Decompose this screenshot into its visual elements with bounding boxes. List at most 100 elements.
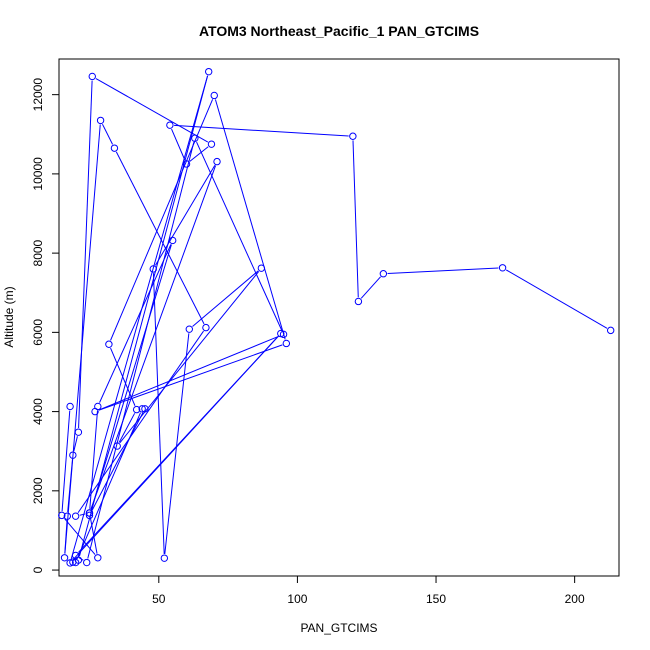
y-tick-label: 4000 bbox=[31, 398, 45, 425]
data-point bbox=[63, 512, 72, 520]
data-point bbox=[141, 405, 149, 413]
series-segment bbox=[78, 336, 279, 553]
y-tick-label: 12000 bbox=[31, 78, 45, 112]
series-segment bbox=[505, 269, 608, 329]
series-segment bbox=[110, 347, 136, 406]
data-point bbox=[71, 551, 80, 560]
data-point bbox=[210, 91, 218, 100]
data-point bbox=[66, 402, 74, 411]
series-segment bbox=[387, 267, 499, 275]
series-segment bbox=[102, 123, 114, 145]
series-segment bbox=[192, 270, 259, 327]
chart-title: ATOM3 Northeast_Pacific_1 PAN_GTCIMS bbox=[199, 23, 479, 39]
series-segment bbox=[90, 244, 172, 512]
data-point bbox=[71, 512, 80, 520]
series-segment bbox=[98, 344, 283, 411]
x-tick-label: 50 bbox=[152, 592, 166, 606]
series-segment bbox=[196, 141, 283, 331]
data-point bbox=[379, 270, 388, 278]
data-point bbox=[91, 407, 99, 416]
series-segment bbox=[70, 75, 209, 560]
y-tick-label: 10000 bbox=[31, 157, 45, 191]
series-segment bbox=[164, 333, 190, 555]
data-point bbox=[202, 323, 210, 332]
series-segment bbox=[87, 142, 195, 559]
data-point bbox=[207, 140, 216, 148]
series-segment bbox=[76, 412, 141, 559]
y-axis-label: Altitude (m) bbox=[2, 286, 16, 347]
data-point bbox=[69, 451, 77, 459]
data-point bbox=[110, 144, 119, 152]
y-tick-label: 8000 bbox=[31, 239, 45, 266]
x-axis-label: PAN_GTCIMS bbox=[300, 621, 377, 635]
series-segment bbox=[110, 99, 214, 341]
data-point bbox=[85, 511, 94, 520]
data-point bbox=[354, 297, 363, 306]
series-points bbox=[58, 67, 615, 567]
x-tick-label: 200 bbox=[565, 592, 585, 606]
x-tick-label: 100 bbox=[287, 592, 307, 606]
data-point bbox=[88, 72, 96, 81]
data-point bbox=[349, 132, 357, 140]
data-point bbox=[58, 511, 66, 520]
data-point bbox=[606, 326, 615, 335]
data-point bbox=[191, 134, 199, 142]
series-segment bbox=[171, 128, 186, 161]
series-segment bbox=[115, 151, 205, 325]
series-segment bbox=[79, 75, 209, 557]
data-point bbox=[94, 554, 102, 562]
series-segment bbox=[78, 80, 93, 429]
series-segment bbox=[99, 244, 172, 403]
series-segment bbox=[90, 165, 217, 510]
series-segment bbox=[89, 410, 98, 509]
data-point bbox=[60, 554, 69, 562]
data-point bbox=[205, 67, 213, 76]
series-segment bbox=[89, 517, 98, 554]
data-point bbox=[113, 442, 121, 450]
data-point bbox=[66, 559, 74, 567]
data-point bbox=[138, 405, 146, 413]
series-segment bbox=[64, 518, 96, 555]
data-point bbox=[185, 325, 193, 333]
data-point bbox=[149, 265, 157, 273]
x-tick-label: 150 bbox=[426, 592, 446, 606]
series-segment bbox=[189, 146, 209, 162]
series-segment bbox=[73, 436, 78, 452]
series-segment bbox=[98, 335, 280, 411]
series-segment bbox=[214, 99, 286, 340]
data-point bbox=[83, 558, 91, 567]
data-point bbox=[105, 340, 113, 348]
series-segment bbox=[90, 412, 144, 512]
series-segment bbox=[79, 513, 86, 516]
data-point bbox=[213, 157, 221, 166]
series-segment bbox=[119, 271, 260, 444]
x-axis: 50 100 150 200 bbox=[152, 575, 585, 606]
series-segment bbox=[174, 124, 349, 137]
y-axis: 0 2000 4000 6000 8000 10000 12000 bbox=[31, 78, 60, 573]
series-segment bbox=[154, 164, 216, 266]
data-point bbox=[168, 236, 177, 245]
data-point bbox=[498, 264, 507, 272]
series-segment bbox=[64, 124, 101, 554]
series-segment bbox=[118, 413, 136, 443]
data-point bbox=[160, 554, 169, 562]
series-segment bbox=[95, 78, 209, 143]
series-segment bbox=[61, 410, 71, 512]
y-tick-label: 2000 bbox=[31, 477, 45, 504]
data-point bbox=[282, 339, 291, 348]
y-tick-label: 0 bbox=[31, 566, 45, 573]
data-point bbox=[74, 428, 83, 436]
data-point bbox=[257, 264, 266, 272]
y-tick-label: 6000 bbox=[31, 319, 45, 346]
data-point bbox=[279, 330, 288, 339]
data-point bbox=[132, 405, 141, 414]
data-point bbox=[166, 121, 174, 129]
series-segment bbox=[152, 273, 165, 554]
series-segment bbox=[360, 276, 381, 299]
data-point bbox=[85, 509, 94, 517]
series-segment bbox=[352, 140, 359, 298]
data-point bbox=[182, 160, 191, 168]
series-lines bbox=[61, 75, 608, 561]
data-point bbox=[96, 116, 105, 125]
